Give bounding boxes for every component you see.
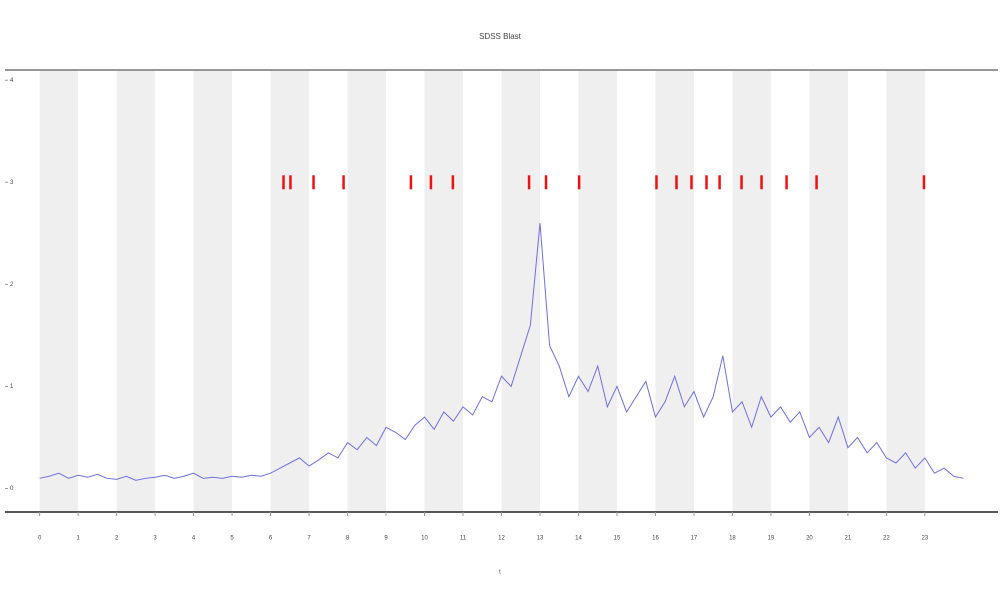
event-mark [718, 175, 721, 190]
event-mark [429, 175, 433, 190]
band [886, 70, 925, 512]
x-tick-label: 6 [269, 536, 273, 542]
band [809, 70, 848, 512]
x-tick-label: 0 [38, 536, 42, 542]
x-tick-label: 20 [806, 536, 813, 542]
event-mark [282, 175, 285, 190]
y-tick-label: 2 [10, 282, 14, 288]
band [193, 70, 233, 512]
band [347, 70, 387, 512]
x-tick-label: 23 [922, 536, 929, 542]
x-tick-label: 16 [652, 536, 659, 542]
event-mark [922, 175, 926, 190]
x-tick-label: 5 [230, 536, 234, 542]
band [501, 70, 540, 512]
event-mark [342, 175, 345, 190]
band [655, 70, 694, 512]
x-tick-label: 18 [729, 536, 736, 542]
x-tick-label: 10 [421, 536, 428, 542]
y-tick-label: 0 [10, 486, 14, 492]
event-mark [289, 175, 292, 190]
band [116, 70, 156, 512]
event-mark [760, 175, 763, 190]
x-tick-label: 19 [768, 536, 775, 542]
series-line [39, 223, 964, 481]
event-mark [690, 175, 693, 190]
x-tick-label: 13 [537, 536, 544, 542]
event-mark [740, 175, 743, 190]
band [732, 70, 771, 512]
band [270, 70, 310, 512]
x-tick-label: 9 [384, 536, 388, 542]
event-mark [577, 175, 581, 190]
band [424, 70, 464, 512]
event-mark [655, 175, 658, 190]
band [39, 70, 79, 512]
y-tick-label: 1 [10, 384, 14, 390]
event-mark [451, 175, 455, 190]
x-tick-label: 3 [153, 536, 157, 542]
event-mark [409, 175, 413, 190]
event-mark [544, 175, 548, 190]
x-tick-label: 12 [498, 536, 505, 542]
chart-title: SDSS Blast [479, 32, 522, 41]
x-tick-label: 4 [192, 536, 196, 542]
y-tick-label: 4 [10, 78, 14, 84]
x-tick-label: 22 [883, 536, 890, 542]
x-tick-label: 17 [691, 536, 698, 542]
band [578, 70, 617, 512]
x-tick-label: 15 [614, 536, 621, 542]
x-tick-label: 2 [115, 536, 119, 542]
x-tick-label: 8 [346, 536, 350, 542]
event-mark [785, 175, 788, 190]
event-mark [705, 175, 708, 190]
y-tick-label: 3 [10, 180, 14, 186]
bands [39, 70, 925, 512]
event-mark [815, 175, 818, 190]
event-mark [312, 175, 315, 190]
x-tick-label: 11 [460, 536, 467, 542]
x-tick-label: 14 [575, 536, 582, 542]
x-tick-label: 7 [307, 536, 311, 542]
x-tick-label: 21 [845, 536, 852, 542]
event-mark [527, 175, 531, 190]
event-mark [675, 175, 678, 190]
x-axis-label: t [499, 570, 501, 576]
x-tick-label: 1 [76, 536, 80, 542]
